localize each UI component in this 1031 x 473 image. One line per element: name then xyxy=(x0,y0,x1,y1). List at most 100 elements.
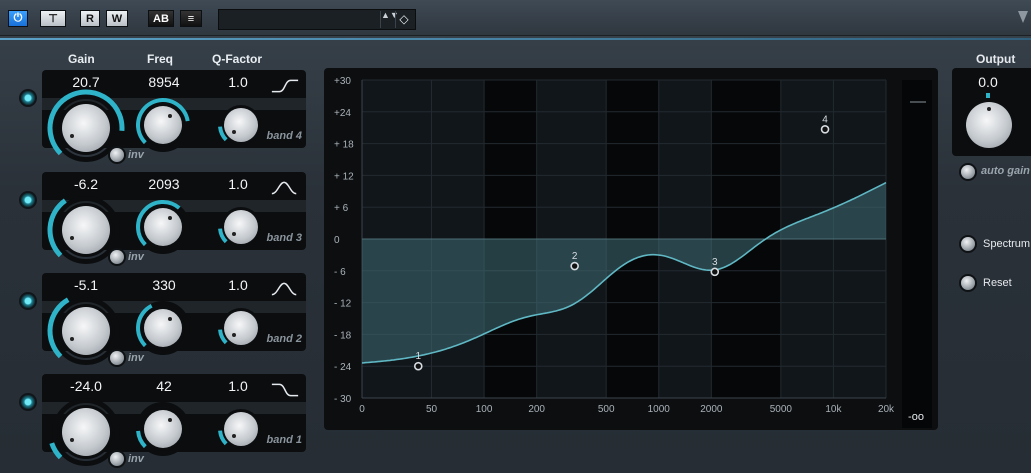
freq-tick-label: 100 xyxy=(476,404,493,415)
filter-shape-icon[interactable] xyxy=(270,178,300,198)
output-level-marker xyxy=(986,93,990,98)
freq-value[interactable]: 42 xyxy=(156,378,172,394)
eq-curve-fill xyxy=(362,182,886,363)
power-button[interactable]: ⏻ xyxy=(8,10,28,27)
band-point[interactable] xyxy=(710,267,720,277)
band-point-label: 2 xyxy=(572,251,578,262)
invert-label: inv xyxy=(128,149,144,161)
db-tick-label: +30 xyxy=(334,76,351,87)
q-value[interactable]: 1.0 xyxy=(228,74,248,90)
db-tick-label: - 30 xyxy=(334,394,352,405)
preset-menu-icon[interactable]: ◇ xyxy=(395,11,412,28)
band-enable-led[interactable] xyxy=(21,91,35,105)
gain-value[interactable]: -6.2 xyxy=(73,176,99,192)
invert-button[interactable] xyxy=(110,351,124,365)
freq-knob[interactable] xyxy=(144,309,182,347)
db-tick-label: - 18 xyxy=(334,330,352,341)
eq-graph-svg[interactable]: +30 +24 + 18 + 12 + 6 0 - 6 - 12 - 18 - 24 - 30 0 50… xyxy=(324,68,938,430)
freq-knob-ring xyxy=(136,402,190,456)
invert-label: inv xyxy=(128,352,144,364)
band-panel: -6.2 2093 1.0 band 3 xyxy=(42,172,306,264)
invert-button[interactable] xyxy=(110,250,124,264)
db-tick-label: - 12 xyxy=(334,299,352,310)
band-enable-led[interactable] xyxy=(21,395,35,409)
db-tick-label: +24 xyxy=(334,108,351,119)
q-knob[interactable] xyxy=(224,412,258,446)
gain-knob[interactable] xyxy=(62,104,110,152)
context-menu-icon[interactable] xyxy=(1018,11,1028,23)
invert-button[interactable] xyxy=(110,452,124,466)
reset-button[interactable] xyxy=(961,276,975,290)
band-label: band 2 xyxy=(266,333,302,345)
bypass-icon: ⊤ xyxy=(48,13,58,25)
gain-value[interactable]: -24.0 xyxy=(70,378,102,394)
gain-value[interactable]: 20.7 xyxy=(72,74,100,90)
ab-compare-button[interactable]: AB xyxy=(148,10,174,27)
preset-field[interactable]: ▲▼ ◇ xyxy=(218,9,416,30)
band-point[interactable] xyxy=(413,361,423,371)
band-point[interactable] xyxy=(570,261,579,271)
freq-tick-label: 10k xyxy=(825,404,842,415)
toolbar-divider xyxy=(0,38,1031,40)
power-icon: ⏻ xyxy=(13,12,23,24)
invert-label: inv xyxy=(128,453,144,465)
eq-curve-display[interactable]: +30 +24 + 18 + 12 + 6 0 - 6 - 12 - 18 - 24 - 30 0 50… xyxy=(324,68,938,430)
output-value: 0.0 xyxy=(978,74,998,90)
freq-tick-label: 5000 xyxy=(770,404,793,415)
q-factor-header: Q-Factor xyxy=(212,52,263,66)
q-value[interactable]: 1.0 xyxy=(228,378,248,394)
band-point-label: 4 xyxy=(822,114,828,125)
gain-value[interactable]: -5.1 xyxy=(73,277,99,293)
q-value[interactable]: 1.0 xyxy=(228,277,248,293)
band-enable-led[interactable] xyxy=(21,294,35,308)
db-tick-label: + 18 xyxy=(334,140,354,151)
band-panel: 20.7 8954 1.0 band 4 xyxy=(42,70,306,162)
invert-label: inv xyxy=(128,251,144,263)
band-point-label: 1 xyxy=(415,351,421,362)
freq-tick-label: 500 xyxy=(598,404,615,415)
gain-header: Gain xyxy=(68,52,95,66)
invert-button[interactable] xyxy=(110,148,124,162)
gain-knob-ring xyxy=(52,398,120,466)
freq-header: Freq xyxy=(147,52,174,66)
band-point-label: 3 xyxy=(712,257,718,268)
freq-value[interactable]: 8954 xyxy=(148,74,180,90)
band-label: band 3 xyxy=(266,232,302,244)
q-knob[interactable] xyxy=(224,210,258,244)
freq-tick-label: 20k xyxy=(878,404,895,415)
freq-knob[interactable] xyxy=(144,208,182,246)
freq-value[interactable]: 2093 xyxy=(148,176,180,192)
freq-tick-label: 0 xyxy=(359,404,365,415)
gain-knob[interactable] xyxy=(62,408,110,456)
filter-shape-icon[interactable] xyxy=(270,279,300,299)
write-automation-button[interactable]: W xyxy=(106,10,128,27)
bypass-button[interactable]: ⊤ xyxy=(40,10,66,27)
preset-stepper[interactable]: ▲▼ xyxy=(380,11,399,28)
q-knob[interactable] xyxy=(224,108,258,142)
freq-knob[interactable] xyxy=(144,410,182,448)
gain-knob[interactable] xyxy=(62,206,110,254)
band-enable-led[interactable] xyxy=(21,193,35,207)
filter-shape-icon[interactable] xyxy=(270,380,300,400)
db-tick-label: + 12 xyxy=(334,171,354,182)
freq-tick-label: 200 xyxy=(528,404,545,415)
auto-gain-label: auto gain xyxy=(981,165,1030,177)
auto-gain-button[interactable] xyxy=(961,165,975,179)
output-knob[interactable] xyxy=(966,102,1012,148)
freq-value[interactable]: 330 xyxy=(152,277,176,293)
q-knob[interactable] xyxy=(224,311,258,345)
db-tick-label: + 6 xyxy=(334,203,349,214)
band-point[interactable] xyxy=(820,124,830,134)
freq-tick-label: 50 xyxy=(426,404,438,415)
read-automation-button[interactable]: R xyxy=(80,10,100,27)
reset-label: Reset xyxy=(983,277,1012,289)
copy-settings-button[interactable]: ≡ xyxy=(180,10,202,27)
spectrum-button[interactable] xyxy=(961,237,975,251)
gain-knob[interactable] xyxy=(62,307,110,355)
freq-knob[interactable] xyxy=(144,106,182,144)
q-value[interactable]: 1.0 xyxy=(228,176,248,192)
band-label: band 1 xyxy=(266,434,302,446)
filter-shape-icon[interactable] xyxy=(270,76,300,96)
band-label: band 4 xyxy=(266,130,302,142)
